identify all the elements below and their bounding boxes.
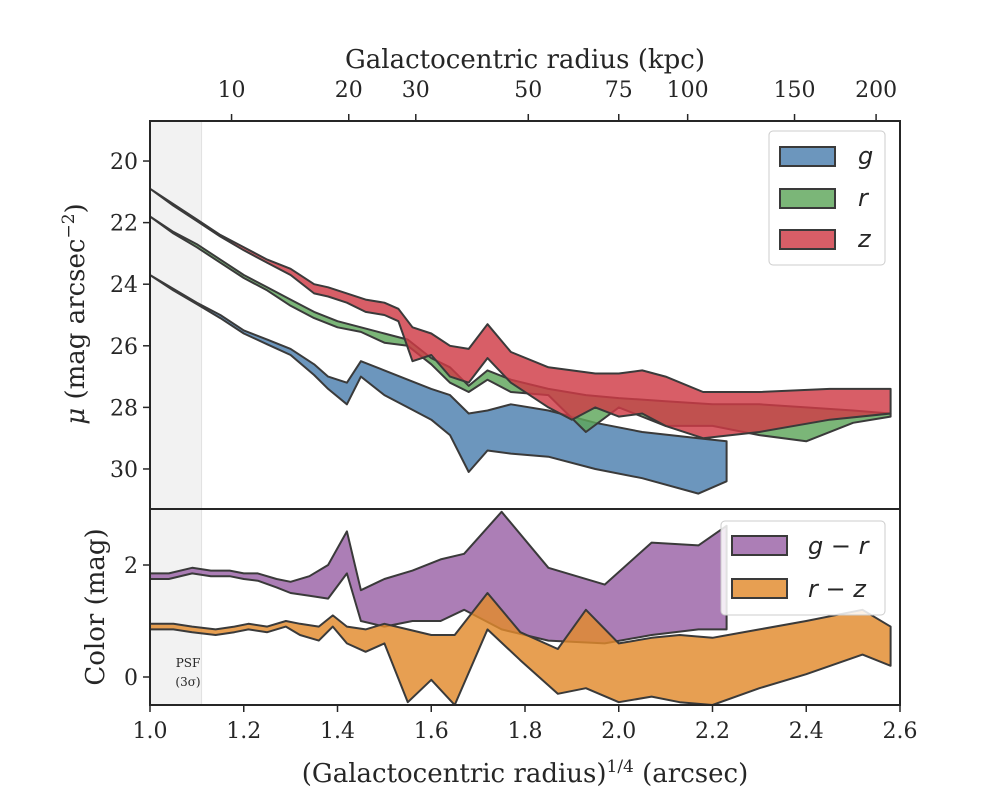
legend-label-r-z: r − z bbox=[808, 575, 867, 603]
y-tick-label-top: 22 bbox=[110, 212, 138, 237]
top-x-tick-label: 100 bbox=[667, 78, 709, 103]
x-tick-label: 2.6 bbox=[883, 719, 918, 744]
y-tick-label-top: 30 bbox=[110, 458, 138, 483]
band-g bbox=[150, 274, 728, 495]
top-x-tick-label: 50 bbox=[514, 78, 542, 103]
legend-swatch-r bbox=[779, 188, 836, 209]
legend-label-r: r bbox=[858, 184, 870, 212]
top-x-tick-label: 150 bbox=[774, 78, 816, 103]
band-z bbox=[150, 187, 892, 440]
psf-band-top bbox=[150, 121, 203, 509]
legend-swatch-g-r bbox=[731, 535, 788, 556]
legend-swatch-g bbox=[779, 146, 836, 167]
y-tick-label-top: 26 bbox=[110, 335, 138, 360]
y-tick-label-top: 28 bbox=[110, 396, 138, 421]
legend-swatch-r-z bbox=[731, 578, 788, 599]
x-tick-label: 1.4 bbox=[320, 719, 355, 744]
surface-brightness-panel bbox=[150, 121, 892, 509]
band-r-z bbox=[150, 592, 892, 705]
top-y-axis-label: μ (mag arcsec−2) bbox=[59, 203, 91, 424]
x-tick-label: 2.2 bbox=[695, 719, 730, 744]
top-x-tick-label: 10 bbox=[218, 78, 246, 103]
y-tick-label-top: 20 bbox=[110, 150, 138, 175]
x-tick-label: 2.4 bbox=[789, 719, 824, 744]
legend-top: g r z bbox=[768, 130, 886, 266]
x-tick-label: 1.6 bbox=[414, 719, 449, 744]
legend-label-z: z bbox=[857, 225, 872, 253]
axis-ticks: 20 22 24 26 28 30 0 2 1.0 1.2 1.4 1.6 1.8 2.0 2.2 2.4 2.… bbox=[110, 78, 918, 744]
top-x-tick-label: 30 bbox=[402, 78, 430, 103]
top-x-axis-label: Galactocentric radius (kpc) bbox=[345, 45, 705, 75]
bottom-x-axis-label: (Galactocentric radius)1/4 (arcsec) bbox=[302, 757, 748, 789]
top-x-tick-label: 20 bbox=[335, 78, 363, 103]
legend-label-g: g bbox=[858, 142, 873, 170]
legend-swatch-z bbox=[779, 229, 836, 250]
psf-label-line1: PSF bbox=[176, 656, 201, 670]
bottom-y-axis-label: Color (mag) bbox=[81, 528, 111, 685]
x-tick-label: 1.2 bbox=[226, 719, 261, 744]
y-tick-label-bottom: 2 bbox=[124, 554, 138, 579]
y-tick-label-top: 24 bbox=[110, 273, 138, 298]
top-x-tick-label: 75 bbox=[605, 78, 633, 103]
x-tick-label: 1.0 bbox=[133, 719, 168, 744]
psf-band-bottom bbox=[150, 509, 203, 705]
band-g-r bbox=[150, 510, 728, 645]
x-tick-label: 1.8 bbox=[508, 719, 543, 744]
x-tick-label: 2.0 bbox=[601, 719, 636, 744]
top-x-tick-label: 200 bbox=[855, 78, 897, 103]
legend-bottom: g − r r − z bbox=[720, 520, 886, 616]
bottom-panel-frame bbox=[149, 508, 901, 706]
color-panel bbox=[150, 509, 892, 705]
legend-label-g-r: g − r bbox=[808, 532, 871, 560]
y-tick-label-bottom: 0 bbox=[124, 666, 138, 691]
psf-label-line2: (3σ) bbox=[175, 675, 200, 689]
